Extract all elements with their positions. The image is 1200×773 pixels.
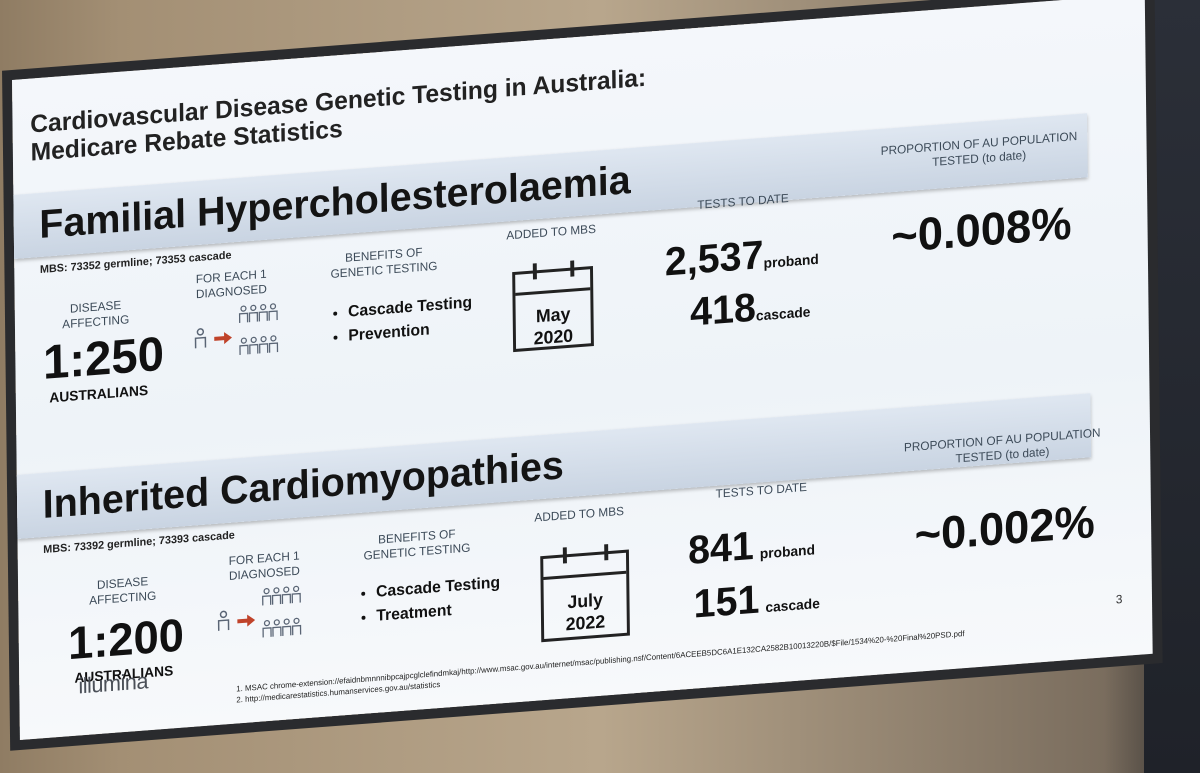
ratio-value-ic: 1:200 [67, 608, 185, 670]
benefits-list-fh: Cascade Testing Prevention [330, 291, 472, 350]
cascade-label-ic: cascade [765, 595, 820, 616]
background-wall [1144, 0, 1200, 773]
proportion-value-fh: ~0.008% [891, 196, 1072, 263]
header-added-to-mbs: ADDED TO MBS [534, 503, 625, 525]
proportion-value-ic: ~0.002% [914, 495, 1096, 561]
added-year-fh: 2020 [533, 325, 574, 349]
illumina-logo: illumina [78, 668, 149, 699]
proband-label-ic: proband [759, 541, 816, 562]
header-added-to-mbs: ADDED TO MBS [506, 221, 596, 243]
proband-fh: 2,537proband [665, 229, 819, 286]
reference-item: 2. http://medicarestatistics.humanservic… [236, 679, 441, 705]
proband-ic: 841 proband [688, 519, 815, 574]
family-icon-fh [194, 303, 279, 355]
arrow-icon [214, 332, 232, 345]
proband-count-ic: 841 [687, 523, 755, 573]
calendar-icon-fh: May 2020 [512, 260, 594, 353]
references: 1. MSAC chrome-extension://efaidnbmnnnib… [236, 628, 965, 705]
cascade-ic: 151 cascade [693, 573, 820, 628]
slide-title: Cardiovascular Disease Genetic Testing i… [30, 64, 647, 167]
cascade-count-ic: 151 [693, 577, 760, 627]
page-number: 3 [1115, 592, 1123, 607]
reference-item: 1. MSAC chrome-extension://efaidnbmnnnib… [236, 629, 965, 694]
cascade-count-fh: 418 [689, 285, 757, 335]
header-benefits: BENEFITS OF GENETIC TESTING [330, 244, 438, 281]
proband-count-fh: 2,537 [664, 232, 764, 285]
header-disease-affecting: DISEASE AFFECTING [89, 574, 157, 608]
calendar-icon-ic: July 2022 [540, 544, 630, 643]
header-benefits: BENEFITS OF GENETIC TESTING [363, 526, 471, 563]
family-icon-ic [217, 585, 302, 638]
cascade-label-fh: cascade [755, 303, 811, 324]
arrow-icon [237, 614, 256, 627]
cascade-fh: 418cascade [690, 281, 811, 335]
benefits-list-ic: Cascade Testing Treatment [358, 571, 500, 630]
presentation-slide: Cardiovascular Disease Genetic Testing i… [12, 0, 1153, 740]
proband-label-fh: proband [763, 250, 819, 271]
